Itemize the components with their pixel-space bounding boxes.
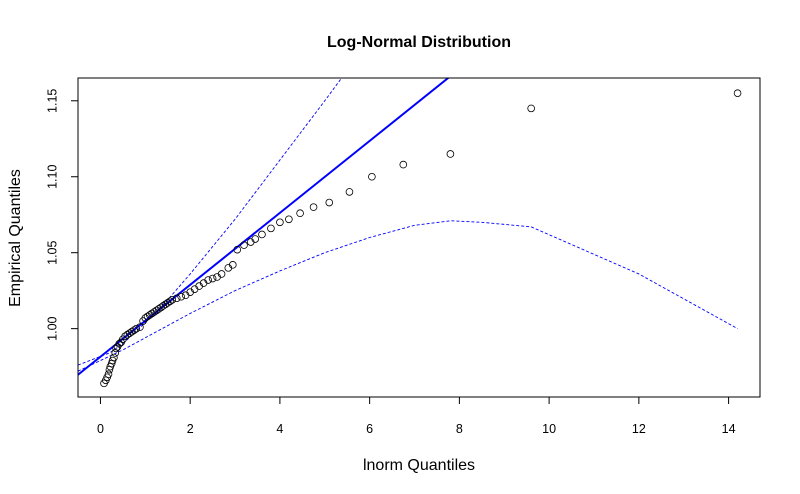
data-point xyxy=(217,270,226,278)
y-tick-label: 1.10 xyxy=(45,165,59,189)
data-point xyxy=(296,209,304,217)
data-point xyxy=(258,230,266,239)
data-point xyxy=(172,294,181,303)
x-tick-label: 10 xyxy=(542,422,556,436)
chart-title: Log-Normal Distribution xyxy=(327,34,511,51)
data-point xyxy=(325,198,334,207)
data-point xyxy=(233,245,242,254)
x-tick-label: 8 xyxy=(456,422,463,436)
data-point xyxy=(132,324,141,333)
data-point xyxy=(733,89,742,97)
plot-area xyxy=(78,78,742,388)
data-point xyxy=(399,160,408,169)
data-point xyxy=(130,326,138,334)
data-point xyxy=(204,276,212,284)
data-point xyxy=(110,353,118,362)
data-point xyxy=(208,274,217,283)
data-point xyxy=(136,323,144,331)
data-point xyxy=(228,261,237,269)
x-tick-label: 12 xyxy=(632,422,646,436)
x-tick-label: 2 xyxy=(187,422,194,436)
confidence-envelope-upper xyxy=(78,78,343,366)
y-axis-label: Empirical Quantiles xyxy=(7,169,24,307)
data-point xyxy=(251,235,260,243)
data-point xyxy=(104,370,113,379)
y-tick-label: 1.15 xyxy=(45,89,59,113)
data-point xyxy=(368,172,376,181)
data-point xyxy=(345,188,354,196)
y-tick-label: 1.05 xyxy=(45,240,59,264)
data-point xyxy=(527,104,535,113)
data-points xyxy=(100,89,742,388)
data-point xyxy=(285,215,293,224)
data-point xyxy=(168,295,177,304)
data-point xyxy=(177,292,185,301)
y-tick-label: 1.00 xyxy=(45,316,59,340)
x-tick-label: 0 xyxy=(97,422,104,436)
data-point xyxy=(276,218,284,227)
confidence-envelope-lower xyxy=(78,220,738,372)
data-point xyxy=(240,241,248,249)
reference-line xyxy=(78,78,450,376)
x-tick-label: 14 xyxy=(722,422,736,436)
data-point xyxy=(446,150,455,158)
x-tick-label: 4 xyxy=(276,422,283,436)
x-tick-label: 6 xyxy=(366,422,373,436)
data-point xyxy=(309,203,318,211)
plot-frame xyxy=(77,77,761,398)
data-point xyxy=(166,297,174,306)
x-axis-label: lnorm Quantiles xyxy=(363,457,475,474)
data-point xyxy=(267,224,275,233)
